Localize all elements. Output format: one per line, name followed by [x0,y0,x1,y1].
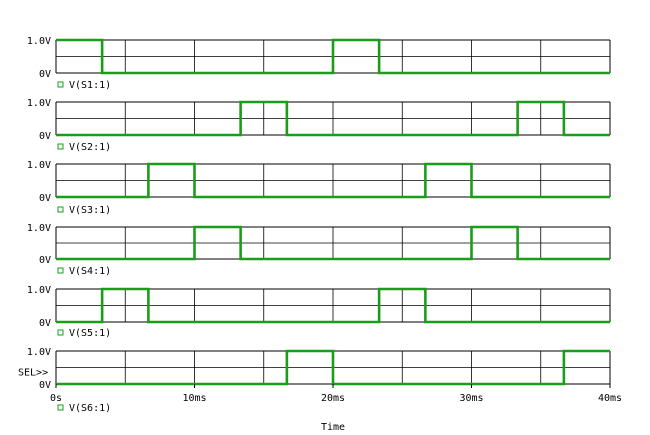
y-tick-label: 1.0V [27,223,51,234]
signal-panel: 1.0V 0V V(S4:1) [27,223,611,277]
legend-marker [57,404,64,411]
legend-label: V(S3:1) [69,205,111,216]
legend-label: V(S5:1) [69,328,111,339]
y-tick-label: 0V [39,69,51,80]
y-tick-label: 0V [39,255,51,266]
y-tick-label: 1.0V [27,347,51,358]
legend-label: V(S6:1) [69,403,111,414]
legend-label: V(S1:1) [69,80,111,91]
y-tick-label: 1.0V [27,160,51,171]
x-tick-label: 40ms [598,393,622,404]
y-tick-label: 0V [39,380,51,391]
series-line [56,287,610,324]
y-tick-label: 1.0V [27,285,51,296]
signal-panel: 1.0V 0V V(S5:1) [27,285,611,339]
legend-marker [57,267,64,274]
y-tick-label: 0V [39,131,51,142]
x-tick-label: 10ms [182,393,206,404]
x-tick-label: 0s [50,393,62,404]
series-line [56,162,610,199]
y-tick-label: 0V [39,318,51,329]
legend-marker [57,81,64,88]
signal-panel: 1.0V 0V V(S3:1) [27,160,611,216]
legend-label: V(S4:1) [69,266,111,277]
selection-marker: SEL>> [18,368,48,379]
y-tick-label: 1.0V [27,36,51,47]
series-line [56,100,610,137]
y-tick-label: 1.0V [27,98,51,109]
x-tick-label: 20ms [321,393,345,404]
series-line [56,349,610,386]
legend-marker [57,329,64,336]
legend-marker [57,206,64,213]
x-tick-label: 30ms [459,393,483,404]
legend-label: V(S2:1) [69,142,111,153]
series-line [56,225,610,261]
signal-panel: 1.0V 0V V(S1:1) [27,36,611,91]
signal-panel: 1.0V 0V V(S2:1) [27,98,611,153]
x-axis-label: Time [321,422,345,433]
legend-marker [57,143,64,150]
series-line [56,38,610,75]
y-tick-label: 0V [39,193,51,204]
